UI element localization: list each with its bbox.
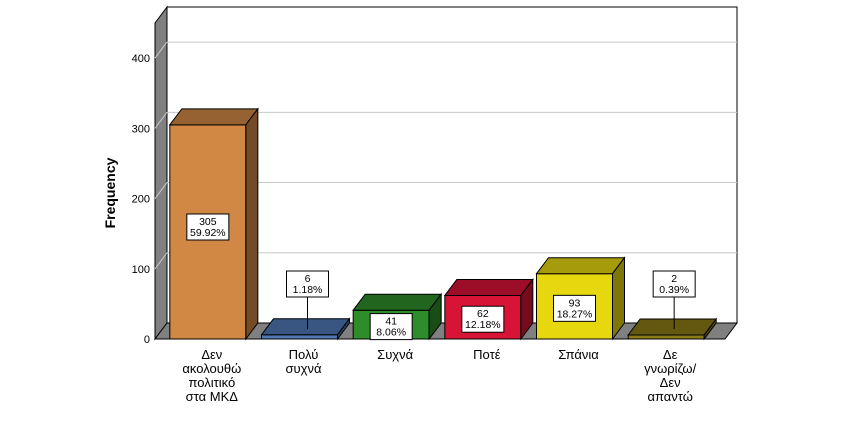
data-label-count: 6 [305, 273, 311, 285]
bars: 30559.92%61.18%418.06%6212.18%9318.27%20… [168, 107, 718, 341]
data-label-box [553, 294, 596, 322]
bar: 418.06% [352, 292, 443, 341]
left-wall [154, 5, 168, 341]
bar-top [168, 108, 259, 126]
x-category-label: Συχνά [377, 347, 413, 362]
bar-side [337, 317, 350, 341]
bar: 61.18% [260, 270, 351, 341]
bar-front [627, 334, 705, 340]
y-tick-label: 300 [132, 123, 150, 135]
x-category-labels: Δεν ακολουθώ πολιτικό στα ΜΚΔ Πολύ συχνά Συχνά… [182, 347, 696, 404]
bar-side [245, 107, 259, 341]
bar-top [627, 318, 718, 336]
data-label-percent: 18.27% [557, 308, 593, 320]
bar: 20.39% [627, 270, 718, 341]
gridlines [154, 41, 737, 270]
gridline-side [154, 182, 168, 199]
data-label-count: 41 [385, 316, 397, 328]
data-label-count: 305 [199, 216, 217, 228]
bar-side [428, 292, 442, 341]
x-category-label: Πολύ συχνά [286, 347, 322, 376]
bar-top [535, 257, 626, 275]
y-tick-label: 100 [132, 264, 150, 276]
y-axis-label: Frequency [102, 157, 118, 228]
x-category-label: Σπάνια [558, 347, 599, 362]
gridline-side [154, 41, 168, 59]
gridline-side [154, 112, 168, 129]
bar-front [261, 334, 338, 340]
bar-top [443, 278, 534, 296]
bar-side [612, 256, 625, 341]
data-label-box [461, 305, 505, 333]
data-label-percent: 1.18% [293, 284, 323, 296]
data-label-percent: 0.39% [659, 284, 689, 296]
data-label-box [369, 313, 413, 341]
data-label-box [652, 270, 696, 298]
data-label-percent: 8.06% [376, 327, 406, 339]
data-label-box [186, 213, 230, 241]
y-tick-label: 0 [144, 334, 150, 346]
x-category-label: Δε γνωρίζω/Δεν απαντώ [644, 347, 696, 404]
bar-side [703, 317, 717, 341]
bar-side [520, 277, 534, 341]
data-label-count: 62 [477, 308, 489, 320]
gridline-side [154, 252, 168, 270]
y-tick-labels: 0 100 200 300 400 [132, 53, 150, 346]
bar-top [260, 318, 351, 336]
data-label-count: 93 [569, 297, 581, 309]
y-tick-label: 400 [132, 53, 150, 65]
data-label-percent: 59.92% [190, 227, 226, 239]
data-label-percent: 12.18% [465, 319, 501, 331]
data-label-count: 2 [671, 273, 677, 285]
x-category-label: Δεν ακολουθώ πολιτικό στα ΜΚΔ [182, 347, 241, 404]
y-tick-label: 200 [132, 194, 150, 206]
data-label-box [286, 270, 329, 298]
x-category-label: Ποτέ [473, 347, 501, 362]
bar-top [352, 293, 443, 311]
